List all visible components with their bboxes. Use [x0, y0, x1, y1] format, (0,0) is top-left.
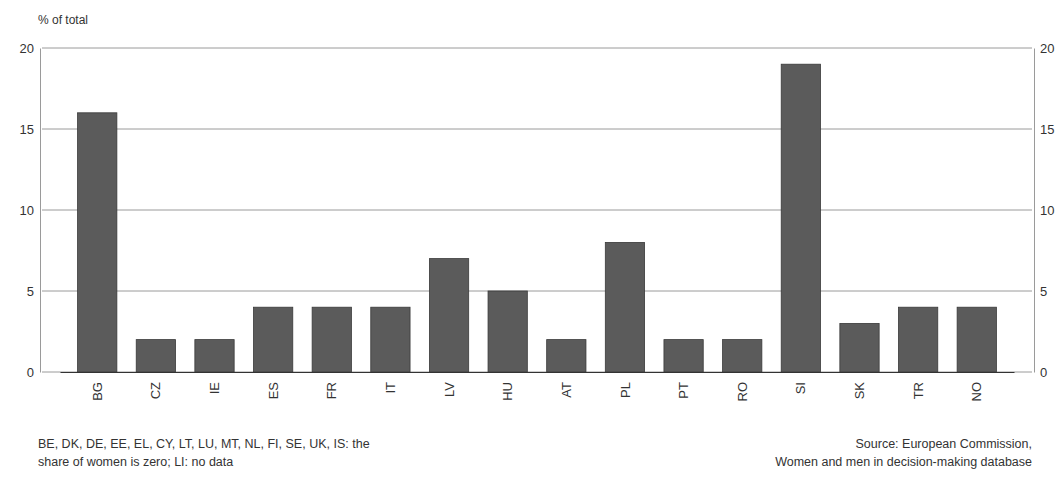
tick-label: SI: [793, 382, 808, 394]
bar: [840, 323, 879, 372]
tick-label: LV: [442, 382, 457, 397]
bar: [547, 340, 586, 372]
tick: 15: [20, 122, 40, 137]
grid-line: [42, 372, 1032, 373]
tick-label: RO: [735, 382, 750, 402]
bar: [371, 307, 410, 372]
tick: TR: [911, 372, 926, 399]
grid-line: [42, 129, 1032, 130]
source: Women and men in decision-making databas…: [775, 455, 1032, 469]
note: share of women is zero; LI: no data: [38, 455, 233, 469]
grid: [42, 48, 1032, 372]
tick-label: 10: [20, 203, 34, 218]
axis-line: [40, 49, 41, 373]
note: BE, DK, DE, EE, EL, CY, LT, LU, MT, NL, …: [38, 437, 370, 451]
tick-label: PL: [618, 382, 633, 398]
axis-title: % of total: [38, 13, 88, 27]
tick: FR: [324, 372, 339, 399]
tick: 0: [1034, 365, 1047, 380]
bar: [78, 113, 117, 372]
chart: 0 5 10 15 20 0 5 10 15 20 BG CZ IE ES FR IT LV HU AT PL PT RO…: [0, 0, 1064, 499]
tick: NO: [969, 372, 984, 402]
tick-label: 15: [1040, 122, 1054, 137]
tick-label: HU: [500, 382, 515, 401]
grid-line: [42, 291, 1032, 292]
bar: [723, 340, 762, 372]
tick-label: FR: [324, 382, 339, 399]
tick: LV: [442, 372, 457, 397]
tick: PL: [618, 372, 633, 398]
bar: [253, 307, 292, 372]
tick: 15: [1034, 122, 1054, 137]
tick: 5: [1034, 284, 1047, 299]
y-axis-right: 0 5 10 15 20: [1034, 41, 1054, 380]
axis-line: [61, 372, 1015, 373]
tick: RO: [735, 372, 750, 402]
tick-label: 20: [20, 41, 34, 56]
tick-label: BG: [90, 382, 105, 401]
tick: BG: [90, 372, 105, 401]
tick-label: IE: [207, 382, 222, 395]
tick-label: 0: [27, 365, 34, 380]
tick: CZ: [148, 372, 163, 399]
bar: [488, 291, 527, 372]
bar: [312, 307, 351, 372]
tick-label: PT: [676, 382, 691, 399]
bar: [664, 340, 703, 372]
bar: [605, 242, 644, 372]
tick-label: 20: [1040, 41, 1054, 56]
bar: [781, 64, 820, 372]
grid-line: [42, 48, 1032, 49]
tick: ES: [266, 372, 281, 399]
tick: 20: [1034, 41, 1054, 56]
tick-label: 15: [20, 122, 34, 137]
bar: [136, 340, 175, 372]
tick: SI: [793, 372, 808, 394]
source: Source: European Commission,: [856, 437, 1032, 451]
tick: 10: [1034, 203, 1054, 218]
y-axis-left: 0 5 10 15 20: [20, 41, 41, 380]
tick-label: AT: [559, 382, 574, 398]
tick: 20: [20, 41, 40, 56]
tick: 0: [27, 365, 40, 380]
tick: HU: [500, 372, 515, 401]
tick: 10: [20, 203, 40, 218]
bars: [78, 64, 997, 372]
bar: [898, 307, 937, 372]
bar: [195, 340, 234, 372]
tick: AT: [559, 372, 574, 398]
x-axis: BG CZ IE ES FR IT LV HU AT PL PT RO SI SK TR NO: [61, 372, 1015, 402]
tick-label: 10: [1040, 203, 1054, 218]
tick: 5: [27, 284, 40, 299]
tick-label: 0: [1040, 365, 1047, 380]
tick-label: 5: [1040, 284, 1047, 299]
tick: IE: [207, 372, 222, 394]
grid-line: [42, 210, 1032, 211]
tick-label: CZ: [148, 382, 163, 399]
bar: [429, 259, 468, 372]
tick-label: ES: [266, 382, 281, 400]
axis-line: [1034, 49, 1035, 373]
tick: IT: [383, 372, 398, 394]
tick: PT: [676, 372, 691, 399]
tick-label: 5: [27, 284, 34, 299]
tick: SK: [852, 372, 867, 399]
tick-label: NO: [969, 382, 984, 402]
tick-label: TR: [911, 382, 926, 399]
bar: [957, 307, 996, 372]
tick-label: SK: [852, 382, 867, 400]
tick-label: IT: [383, 382, 398, 394]
